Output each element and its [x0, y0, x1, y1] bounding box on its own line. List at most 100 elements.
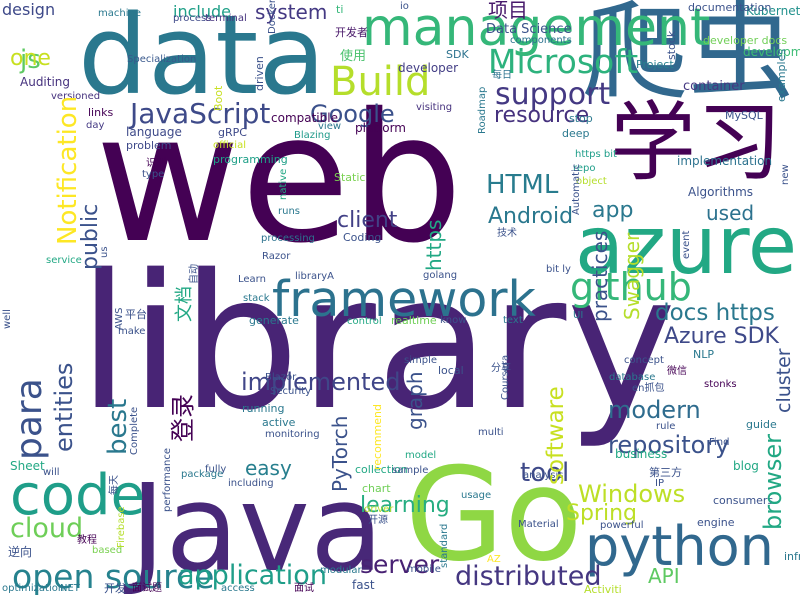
word-consumers: database — [609, 372, 656, 383]
word-tool: support — [495, 77, 611, 112]
word-well: 开发 — [104, 582, 126, 595]
word-processing: Boot — [212, 85, 225, 111]
word-fenxiang: runs — [278, 206, 300, 217]
word-repo: links — [88, 106, 114, 119]
word-activiti: 每天 — [109, 475, 120, 495]
word-meitian: modular — [320, 565, 362, 576]
word-one: js — [20, 45, 41, 75]
word-service: gRPC — [218, 126, 247, 139]
word-entities: fully — [205, 464, 227, 475]
word-new: 教程 — [77, 535, 97, 546]
word-specialization: Algorithms — [688, 185, 754, 199]
word-github: Build — [330, 59, 431, 105]
word-will: stack — [243, 293, 270, 304]
word-shiyong: Azure SDK — [664, 324, 779, 349]
word-auditing: implementation — [677, 154, 773, 168]
word-sample: control — [347, 316, 382, 327]
word-based: NLP — [693, 348, 714, 361]
word-app: HTML — [486, 170, 559, 200]
word-recommend: access — [221, 583, 255, 594]
word-access: business — [615, 447, 668, 461]
word-database: Coding — [343, 231, 382, 244]
word-pingtai: visiting — [416, 102, 453, 113]
word-librarya: official — [213, 140, 246, 151]
word-zidong: AZ — [487, 554, 501, 565]
word-practices: engine — [697, 516, 735, 529]
word-javascript: application — [178, 560, 327, 591]
word-docker: 开源 — [368, 515, 388, 526]
word-control: deep — [562, 127, 590, 140]
word-guide: event — [681, 230, 692, 259]
word-docs-https: app — [592, 198, 634, 223]
word-standard: Activiti — [584, 583, 622, 596]
word-modular: guide — [746, 418, 777, 431]
word-io: Swagger — [620, 232, 644, 320]
word-analysis: know — [440, 315, 467, 326]
word-problem: stock — [665, 30, 678, 60]
word-en-zhuabao: 技术 — [497, 228, 517, 239]
word-az: monitoring — [265, 429, 320, 440]
word-google: repository — [608, 431, 730, 459]
word-browser: chart — [362, 482, 391, 495]
word-official: Kubernetes — [746, 4, 800, 18]
word-data: data — [78, 0, 326, 119]
word-weixin: object — [576, 176, 607, 187]
word-stop: 开发者 — [335, 26, 368, 39]
word-active: service — [46, 255, 82, 266]
word-local: native — [278, 168, 289, 200]
word-pachong: 爬虫 — [582, 0, 794, 114]
word-event: NET — [60, 583, 80, 594]
word-development: https — [422, 219, 446, 271]
word-ip: UI — [573, 310, 584, 321]
word-fully: make — [118, 326, 146, 337]
word-razor: day — [86, 120, 105, 131]
word-rule: libraryA — [295, 271, 335, 282]
word-realtime: Roadmap — [477, 86, 488, 134]
word-support: cloud — [10, 513, 84, 544]
word-powerful: active — [262, 416, 296, 429]
word-object: versioned — [51, 91, 101, 102]
word-sheet: well — [2, 309, 13, 329]
word-https: blog — [733, 459, 759, 473]
word-generate: stop — [569, 112, 593, 125]
word-examples: 逆向 — [8, 545, 33, 559]
word-language: 登录 — [169, 394, 197, 442]
word-aws: optimization — [2, 583, 65, 594]
word-stonks: repo — [573, 163, 596, 174]
word-windows: tool — [520, 458, 570, 488]
word-simple: Static — [334, 171, 366, 184]
word-distributed: JavaScript — [130, 97, 271, 130]
word-python: python — [585, 515, 774, 578]
word-material: running — [242, 402, 285, 415]
word-azure-sdk: design — [2, 0, 56, 19]
word-collection: generate — [249, 314, 299, 327]
word-build: management — [362, 0, 711, 58]
word-best: sample — [392, 465, 429, 476]
word-java: Java — [130, 460, 384, 599]
word-system: 项目 — [488, 0, 528, 22]
word-us: infrastructure — [784, 550, 800, 563]
word-server: easy — [245, 456, 292, 480]
word-ui: type — [142, 169, 165, 180]
word-day: developer docs — [703, 34, 788, 47]
word-net: Coursera — [500, 354, 511, 400]
word-blazing: documentation — [688, 1, 772, 14]
word-data-science: entities — [50, 362, 78, 452]
word-links: development — [743, 45, 800, 59]
word-grpc: Project — [636, 58, 674, 71]
word-optimization: recommend — [371, 404, 384, 470]
word-blog: simple — [404, 355, 438, 366]
word-pytorch: 第三方 — [649, 466, 682, 479]
word-https-bit: Auditing — [20, 75, 71, 89]
word-swagger: consumers — [713, 494, 774, 507]
word-running: us — [99, 246, 110, 258]
word-fast: Sheet — [10, 459, 45, 473]
word-usage: concept — [624, 355, 664, 366]
word-wendang: analysis — [523, 470, 564, 481]
word-kaifazhe: https bit — [575, 149, 617, 160]
word-multi: Learn — [238, 274, 266, 285]
word-programming: examples — [775, 48, 788, 102]
word-application: open source — [12, 557, 215, 596]
word-ti: practices — [588, 230, 612, 322]
word-package: local — [438, 364, 464, 377]
